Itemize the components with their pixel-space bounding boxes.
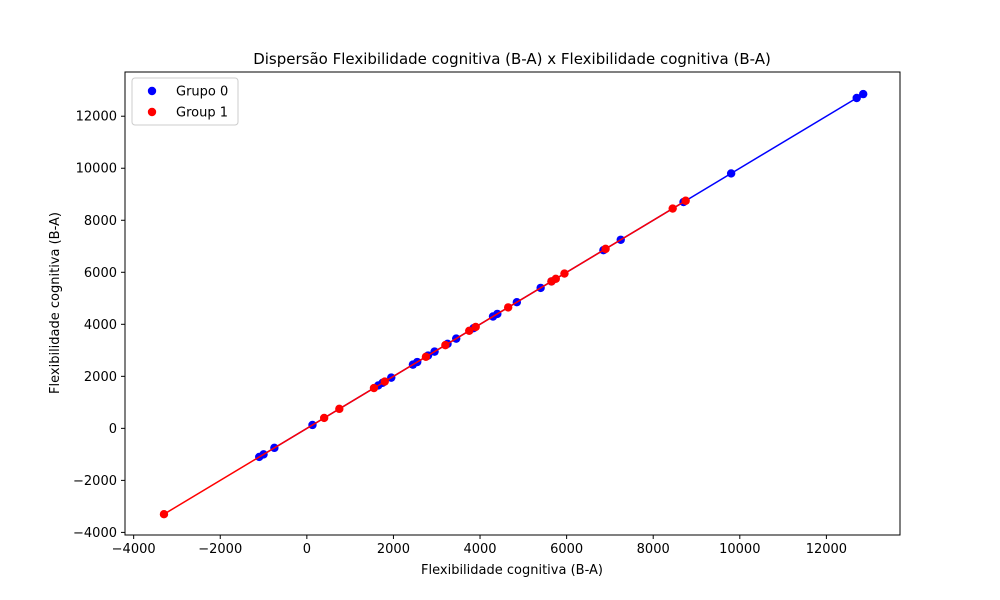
x-tick-label-5: 6000 — [550, 542, 583, 557]
y-tick-label-8: 12000 — [76, 110, 117, 125]
data-point-series-1-9 — [503, 303, 513, 312]
x-tick-label-4: 4000 — [463, 542, 496, 557]
x-tick-label-6: 8000 — [637, 542, 670, 557]
y-axis-title: Flexibilidade cognitiva (B-A) — [48, 212, 63, 394]
y-tick-label-2: 0 — [109, 422, 117, 437]
x-tick-label-8: 12000 — [806, 542, 847, 557]
x-tick-label-3: 2000 — [377, 542, 410, 557]
data-point-series-1-2 — [335, 404, 344, 414]
data-point-series-1-1 — [319, 413, 329, 423]
legend-label-0: Grupo 0 — [176, 85, 228, 100]
data-point-series-0-24 — [858, 89, 868, 99]
x-tick-label-1: −2000 — [198, 542, 242, 557]
legend: Grupo 0 Group 1 — [131, 77, 239, 126]
data-point-series-1-14 — [668, 204, 677, 213]
y-tick-label-7: 10000 — [76, 162, 117, 177]
x-tick-label-0: −4000 — [112, 542, 156, 557]
data-point-series-1-15 — [681, 196, 690, 205]
x-tick-label-2: 0 — [303, 542, 311, 557]
chart-title: Dispersão Flexibilidade cognitiva (B-A) … — [253, 50, 771, 68]
data-point-series-1-7 — [465, 326, 474, 336]
data-point-series-1-13 — [601, 244, 610, 254]
plot-area — [159, 89, 868, 519]
data-point-series-1-11 — [551, 274, 560, 283]
y-tick-label-6: 8000 — [84, 214, 117, 229]
legend-marker-0 — [147, 86, 157, 96]
legend-marker-1 — [147, 107, 157, 117]
data-point-series-1-3 — [369, 383, 379, 393]
data-point-series-1-4 — [380, 377, 389, 386]
y-tick-label-5: 6000 — [84, 266, 117, 281]
legend-box — [131, 77, 239, 126]
data-point-series-0-22 — [726, 169, 736, 178]
y-tick-label-3: 2000 — [84, 370, 117, 385]
x-axis-title: Flexibilidade cognitiva (B-A) — [421, 563, 603, 578]
data-point-series-1-8 — [471, 322, 480, 332]
axes: −4000 −2000 0 2000 4000 6000 8000 10000 12000 −40… — [73, 71, 901, 557]
data-point-series-0-23 — [852, 93, 861, 103]
y-tick-label-1: −2000 — [73, 474, 117, 489]
y-tick-label-4: 4000 — [84, 318, 117, 333]
data-point-series-1-5 — [421, 352, 431, 362]
data-point-series-1-6 — [441, 340, 450, 350]
data-point-series-1-0 — [159, 509, 169, 519]
x-tick-label-7: 10000 — [719, 542, 760, 557]
axes-frame — [124, 71, 901, 536]
y-tick-label-0: −4000 — [73, 526, 117, 541]
legend-label-1: Group 1 — [176, 106, 228, 121]
data-point-series-1-12 — [560, 269, 569, 278]
